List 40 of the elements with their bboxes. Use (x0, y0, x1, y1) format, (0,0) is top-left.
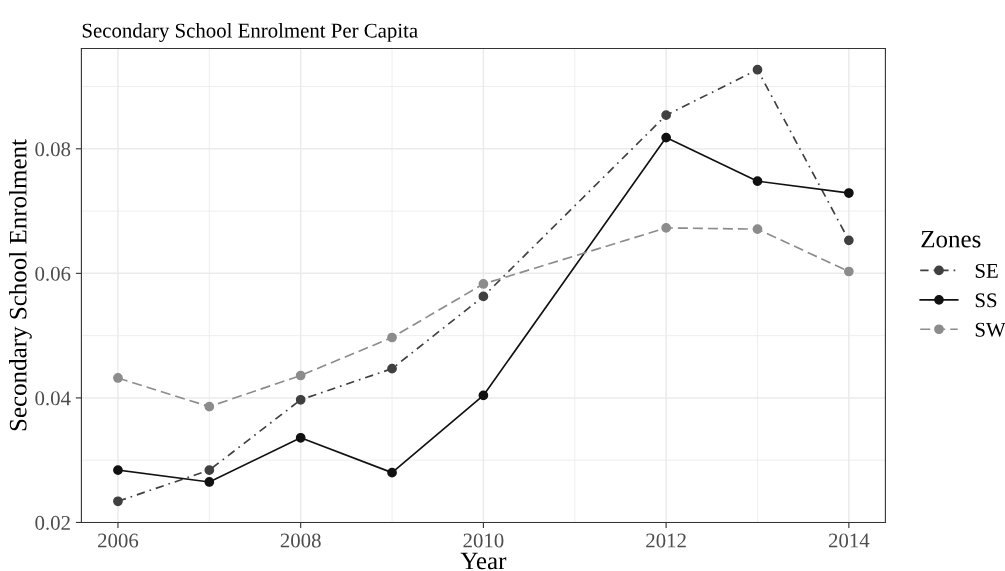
legend-label: SW (975, 322, 1005, 337)
point (113, 465, 123, 476)
x-tick-label: 2006 (98, 533, 139, 548)
y-tick-label: 0.06 (35, 266, 71, 281)
point (387, 363, 397, 374)
point (295, 394, 306, 405)
point (204, 477, 215, 487)
point (113, 373, 123, 383)
x-axis-title: Year (460, 552, 507, 570)
legend-label: SS (975, 293, 997, 308)
x-tick-label: 2010 (463, 533, 504, 548)
point (478, 390, 489, 401)
point (843, 235, 854, 246)
point (387, 332, 397, 343)
point (295, 432, 306, 443)
point (843, 266, 854, 277)
point (204, 401, 215, 412)
point (661, 223, 671, 233)
point (843, 188, 854, 198)
point (752, 176, 763, 187)
point (204, 465, 215, 476)
point (387, 467, 397, 478)
y-tick-label: 0.08 (35, 142, 71, 157)
point (478, 279, 489, 289)
point (295, 370, 306, 381)
legend-title: Zones (921, 230, 981, 248)
y-tick-label: 0.04 (35, 391, 71, 406)
chart-title: Secondary School Enrolment Per Capita (82, 22, 418, 42)
point (661, 110, 671, 121)
point (478, 291, 489, 302)
y-tick-label: 0.02 (35, 515, 70, 530)
point (113, 496, 123, 507)
y-axis-title: Secondary School Enrolment (9, 139, 32, 431)
x-tick-label: 2014 (828, 533, 870, 548)
point (752, 224, 763, 235)
legend-label: SE (975, 263, 998, 278)
x-tick-label: 2012 (646, 533, 686, 548)
point (752, 64, 763, 75)
point (661, 132, 671, 143)
x-tick-label: 2008 (280, 533, 321, 548)
